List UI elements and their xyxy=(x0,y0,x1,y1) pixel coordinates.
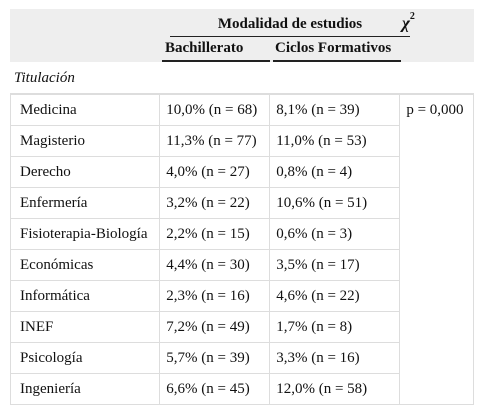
table-row: INEF 7,2% (n = 49) 1,7% (n = 8) xyxy=(9,311,474,343)
row-label: Económicas xyxy=(9,249,161,281)
cell-bachillerato: 2,3% (n = 16) xyxy=(159,280,271,312)
results-body: Medicina 10,0% (n = 68) 8,1% (n = 39) p = 0… xyxy=(9,94,474,405)
cell-ciclos: 0,8% (n = 4) xyxy=(269,156,401,188)
row-label: Fisioterapia-Biología xyxy=(9,218,161,250)
cell-bachillerato: 4,4% (n = 30) xyxy=(159,249,271,281)
cell-chi-square-p-value: p = 0,000 xyxy=(399,94,474,405)
table-row: Informática 2,3% (n = 16) 4,6% (n = 22) xyxy=(9,280,474,312)
cell-bachillerato: 7,2% (n = 49) xyxy=(159,311,271,343)
column-header-bachillerato: Bachillerato xyxy=(165,40,244,56)
column-rule-ciclos xyxy=(273,60,401,62)
cell-ciclos: 10,6% (n = 51) xyxy=(269,187,401,219)
data-table: Modalidad de estudios χ2 Bachillerato Ci… xyxy=(9,9,474,405)
table-row: Fisioterapia-Biología 2,2% (n = 15) 0,6% (… xyxy=(9,218,474,250)
cell-bachillerato: 3,2% (n = 22) xyxy=(159,187,271,219)
results-table: Medicina 10,0% (n = 68) 8,1% (n = 39) p = 0… xyxy=(9,94,474,405)
row-label: Derecho xyxy=(9,156,161,188)
column-rule-bachillerato xyxy=(162,60,270,62)
table-row: Enfermería 3,2% (n = 22) 10,6% (n = 51) xyxy=(9,187,474,219)
table-row: Derecho 4,0% (n = 27) 0,8% (n = 4) xyxy=(9,156,474,188)
row-label: INEF xyxy=(9,311,161,343)
cell-bachillerato: 11,3% (n = 77) xyxy=(159,125,271,157)
cell-bachillerato: 6,6% (n = 45) xyxy=(159,373,271,405)
group-header-modalidad: Modalidad de estudios xyxy=(217,16,363,32)
cell-ciclos: 3,5% (n = 17) xyxy=(269,249,401,281)
cell-ciclos: 1,7% (n = 8) xyxy=(269,311,401,343)
cell-ciclos: 11,0% (n = 53) xyxy=(269,125,401,157)
chi-exponent: 2 xyxy=(409,11,415,22)
chi-symbol: χ xyxy=(402,13,410,33)
row-label: Informática xyxy=(9,280,161,312)
cell-bachillerato: 2,2% (n = 15) xyxy=(159,218,271,250)
table-row: Económicas 4,4% (n = 30) 3,5% (n = 17) xyxy=(9,249,474,281)
chi-square-header: χ2 xyxy=(402,9,415,35)
cell-ciclos: 0,6% (n = 3) xyxy=(269,218,401,250)
section-row: Titulación xyxy=(10,62,474,94)
cell-ciclos: 8,1% (n = 39) xyxy=(269,94,401,126)
cell-ciclos: 12,0% (n = 58) xyxy=(269,373,401,405)
cell-bachillerato: 5,7% (n = 39) xyxy=(159,342,271,374)
section-label-titulacion: Titulación xyxy=(14,70,75,86)
table-header: Modalidad de estudios χ2 Bachillerato Ci… xyxy=(10,9,474,62)
row-label: Psicología xyxy=(9,342,161,374)
table-row: Medicina 10,0% (n = 68) 8,1% (n = 39) p = 0… xyxy=(9,94,474,405)
cell-bachillerato: 10,0% (n = 68) xyxy=(159,94,271,126)
table-row: Psicología 5,7% (n = 39) 3,3% (n = 16) xyxy=(9,342,474,374)
row-label: Magisterio xyxy=(9,125,161,157)
cell-bachillerato: 4,0% (n = 27) xyxy=(159,156,271,188)
row-label: Ingeniería xyxy=(9,373,161,405)
group-header-rule xyxy=(170,36,410,37)
p-value: p = 0,000 xyxy=(406,102,464,118)
column-header-ciclos: Ciclos Formativos xyxy=(275,40,392,56)
row-label: Enfermería xyxy=(9,187,161,219)
cell-ciclos: 4,6% (n = 22) xyxy=(269,280,401,312)
row-label: Medicina xyxy=(9,94,161,126)
table-row: Ingeniería 6,6% (n = 45) 12,0% (n = 58) xyxy=(9,373,474,405)
cell-ciclos: 3,3% (n = 16) xyxy=(269,342,401,374)
